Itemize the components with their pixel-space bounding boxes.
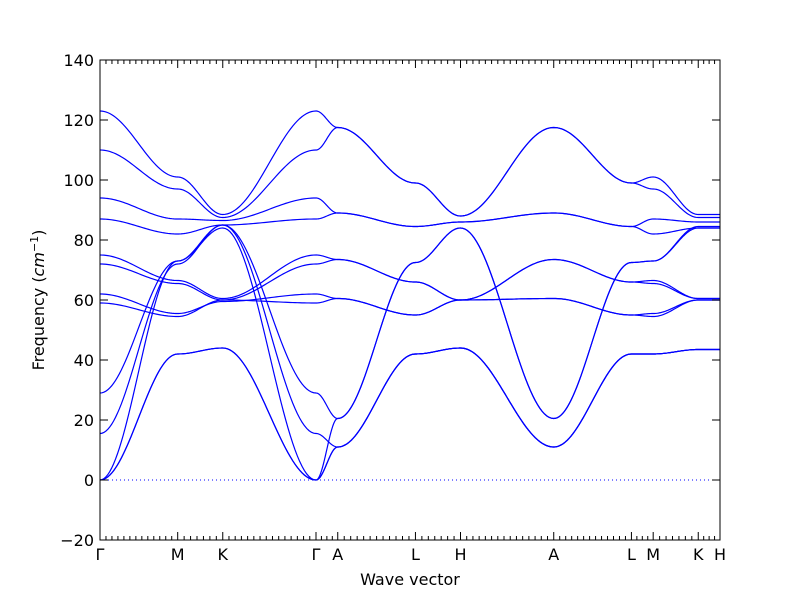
y-tick-layer: −20 0 20 40 60 80 100 120 140 xyxy=(60,51,720,550)
y-tick-label: −20 xyxy=(60,531,94,550)
band-line-13 xyxy=(99,110,720,217)
x-tick-label: Γ xyxy=(312,545,321,564)
band-line-6 xyxy=(99,297,720,318)
x-tick-label: L xyxy=(627,545,636,564)
y-tick-label: 0 xyxy=(84,471,94,490)
band-line-7 xyxy=(99,293,720,316)
x-axis-title: Wave vector xyxy=(360,570,460,589)
x-tick-label: A xyxy=(548,545,559,564)
x-tick-label: M xyxy=(171,545,185,564)
y-tick-label: 100 xyxy=(63,171,94,190)
y-tick-label: 40 xyxy=(74,351,94,370)
x-tick-label: H xyxy=(714,545,726,564)
x-tick-label: Γ xyxy=(96,545,105,564)
x-tick-label: L xyxy=(411,545,420,564)
x-tick-label: H xyxy=(454,545,466,564)
band-line-12 xyxy=(99,126,720,219)
band-line-4 xyxy=(99,224,720,448)
plot-frame xyxy=(99,59,721,541)
x-tick-label: K xyxy=(218,545,229,564)
y-tick-label: 140 xyxy=(63,51,94,70)
y-tick-label: 80 xyxy=(74,231,94,250)
y-tick-label: 20 xyxy=(74,411,94,430)
band-line-8 xyxy=(99,258,720,301)
series-layer xyxy=(99,110,720,481)
band-line-1 xyxy=(99,347,720,481)
axes-layer xyxy=(99,59,721,541)
minor-tick-layer xyxy=(105,60,716,540)
x-tick-label: K xyxy=(693,545,704,564)
y-tick-label: 60 xyxy=(74,291,94,310)
band-line-5 xyxy=(99,224,720,420)
band-line-11 xyxy=(99,197,720,228)
x-tick-label: A xyxy=(332,545,343,564)
x-tick-label: M xyxy=(646,545,660,564)
y-tick-label: 120 xyxy=(63,111,94,130)
y-axis-title: Frequency (cm−1) xyxy=(28,230,49,371)
band-line-10 xyxy=(99,212,720,235)
band-line-2 xyxy=(99,347,720,481)
band-line-9 xyxy=(99,254,720,301)
